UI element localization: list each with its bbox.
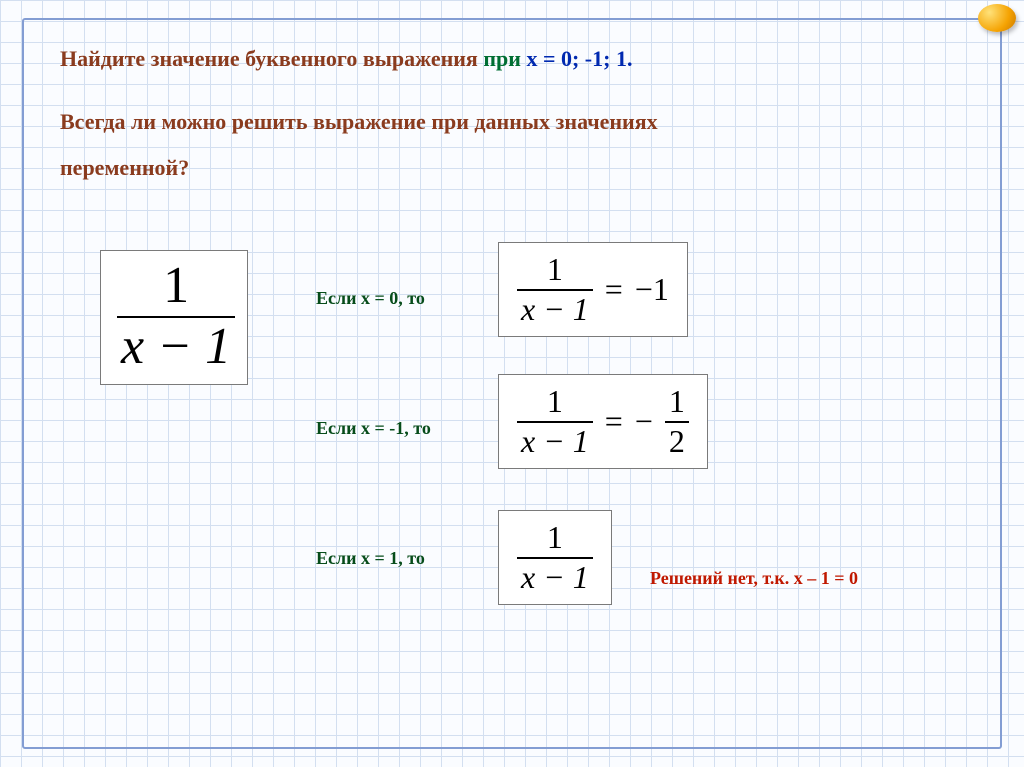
main-fraction: 1 x − 1 bbox=[117, 259, 235, 374]
title-part1: Найдите значение буквенного выражения bbox=[60, 46, 483, 71]
case2-lhs-den: x − 1 bbox=[517, 557, 593, 595]
case-label-2: Если х = 1, то bbox=[316, 548, 425, 569]
case1-lhs-den: x − 1 bbox=[517, 421, 593, 459]
case-label-0: Если х = 0, то bbox=[316, 288, 425, 309]
case0-lhs-num: 1 bbox=[543, 253, 567, 289]
case0-lhs-den: x − 1 bbox=[517, 289, 593, 327]
title: Найдите значение буквенного выражения пр… bbox=[60, 42, 964, 75]
case2-lhs-num: 1 bbox=[543, 521, 567, 557]
case1-rhs-sign: − bbox=[635, 403, 653, 440]
main-numerator: 1 bbox=[159, 259, 193, 316]
case0-rhs-value: 1 bbox=[653, 271, 669, 307]
case0-eq: = bbox=[605, 271, 623, 308]
case0-lhs-fraction: 1 x − 1 bbox=[517, 253, 593, 326]
case-label-1: Если х = -1, то bbox=[316, 418, 431, 439]
main-denominator: x − 1 bbox=[117, 316, 235, 375]
title-part3: х = 0; -1; 1. bbox=[526, 46, 632, 71]
case0-formula-box: 1 x − 1 = −1 bbox=[498, 242, 688, 337]
case1-rhs-num: 1 bbox=[665, 385, 689, 421]
content-area: Найдите значение буквенного выражения пр… bbox=[0, 0, 1024, 767]
question-line1: Всегда ли можно решить выражение при дан… bbox=[60, 109, 658, 134]
case2-note: Решений нет, т.к. х – 1 = 0 bbox=[650, 568, 858, 589]
main-expression-box: 1 x − 1 bbox=[100, 250, 248, 385]
case1-lhs-num: 1 bbox=[543, 385, 567, 421]
case1-rhs-den: 2 bbox=[665, 421, 689, 459]
case0-rhs: −1 bbox=[635, 271, 669, 308]
case1-rhs-fraction: 1 2 bbox=[665, 385, 689, 458]
case1-lhs-fraction: 1 x − 1 bbox=[517, 385, 593, 458]
case1-formula-box: 1 x − 1 = − 1 2 bbox=[498, 374, 708, 469]
title-part2: при bbox=[483, 46, 526, 71]
case2-lhs-fraction: 1 x − 1 bbox=[517, 521, 593, 594]
question-line2: переменной? bbox=[60, 155, 189, 180]
question: Всегда ли можно решить выражение при дан… bbox=[60, 99, 964, 191]
case1-eq: = bbox=[605, 403, 623, 440]
case2-formula-box: 1 x − 1 bbox=[498, 510, 612, 605]
case0-rhs-sign: − bbox=[635, 271, 653, 307]
